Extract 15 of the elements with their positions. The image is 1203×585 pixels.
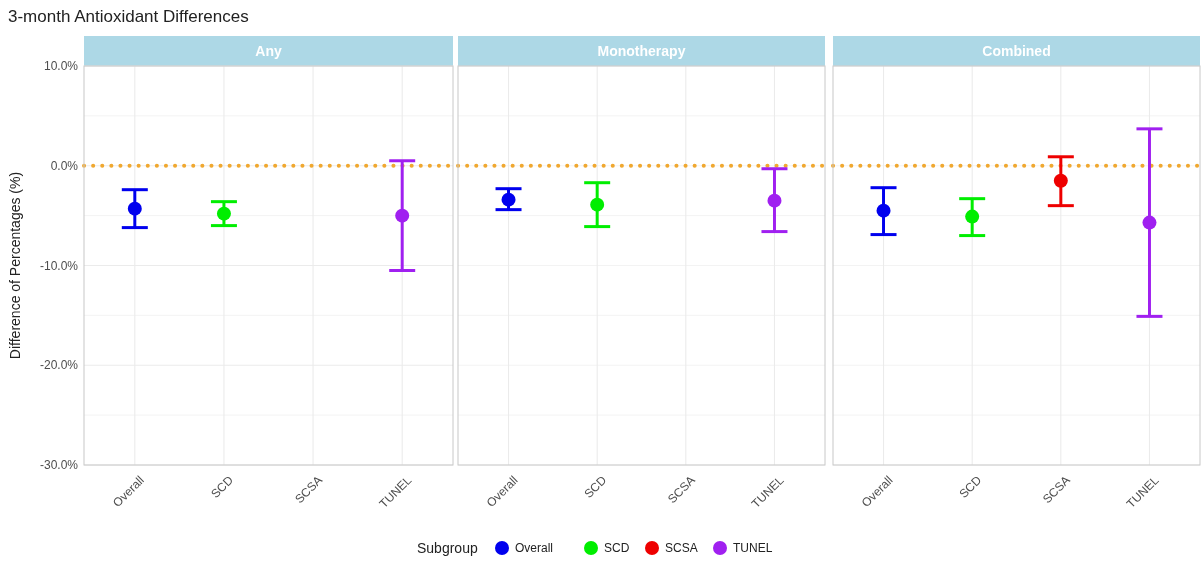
legend-label: SCSA	[665, 541, 698, 555]
chart-subtitle: Any	[255, 43, 282, 59]
y-tick-label: 10.0%	[43, 59, 79, 73]
y-tick-label: -20.0%	[39, 358, 79, 373]
chart-subtitle: Monotherapy	[597, 43, 686, 59]
chart-title: 3-month Antioxidant Differences	[8, 7, 249, 26]
y-tick-label: 0.0%	[50, 158, 79, 173]
legend-label: TUNEL	[733, 541, 773, 555]
legend-label: SCD	[604, 541, 630, 555]
y-axis-title: Difference of Percentages (%)	[7, 171, 23, 360]
y-tick-label: -10.0%	[39, 258, 79, 273]
chart-subtitle: Combined	[982, 43, 1051, 59]
legend-title: Subgroup	[417, 540, 478, 556]
y-tick-label: -30.0%	[39, 458, 79, 472]
legend-label: Overall	[515, 541, 554, 555]
